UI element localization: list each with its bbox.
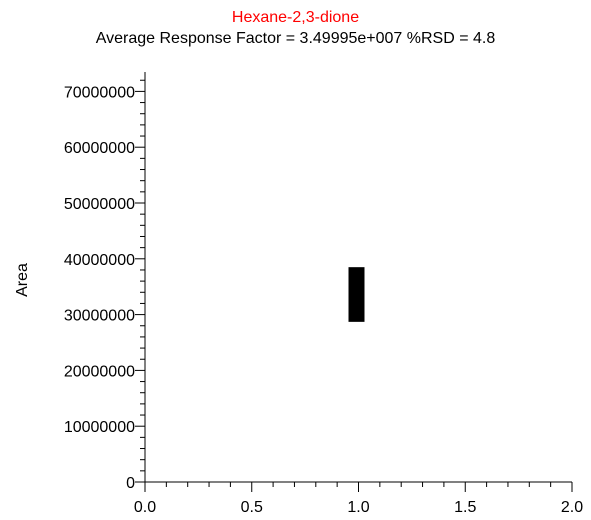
y-tick-label: 60000000: [64, 140, 135, 157]
x-tick-label: 1.5: [454, 499, 476, 516]
y-tick-label: 0: [126, 475, 135, 492]
chart-subtitle: Average Response Factor = 3.49995e+007 %…: [95, 30, 496, 47]
x-tick-label: 0.0: [134, 499, 156, 516]
y-tick-label: 20000000: [64, 363, 135, 380]
axes: 0 10000000 20000000 30000000 40000000 5000000…: [64, 72, 583, 516]
data-marks: [348, 267, 365, 322]
chart-title: Hexane-2,3-dione: [231, 9, 360, 26]
data-point: [348, 267, 365, 322]
y-tick-label: 30000000: [64, 308, 135, 325]
y-axis-label: Area: [14, 263, 31, 297]
y-tick-label: 10000000: [64, 419, 135, 436]
x-tick-label: 0.5: [241, 499, 263, 516]
y-tick-label: 70000000: [64, 84, 135, 101]
x-tick-label: 2.0: [561, 499, 583, 516]
y-tick-label: 50000000: [64, 196, 135, 213]
y-tick-label: 40000000: [64, 252, 135, 269]
x-tick-label: 1.0: [347, 499, 369, 516]
